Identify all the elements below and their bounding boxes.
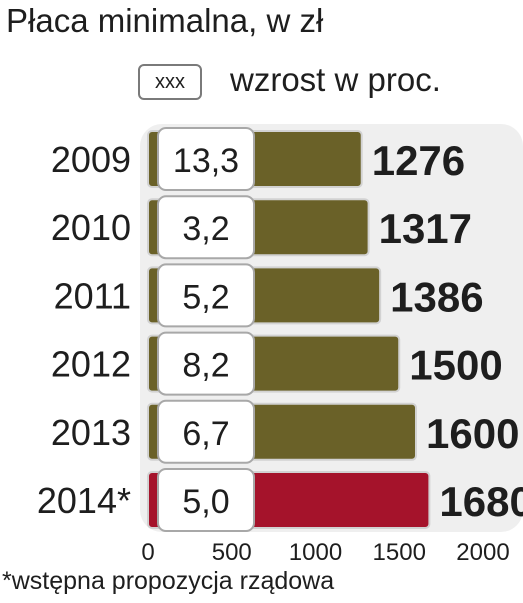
growth-label: 5,0 (182, 483, 229, 521)
value-label: 1317 (379, 205, 472, 252)
x-tick-label: 1500 (373, 539, 426, 566)
footnote: *wstępna propozycja rządowa (2, 567, 335, 595)
growth-label: 8,2 (182, 347, 229, 385)
growth-label: 6,7 (182, 415, 229, 453)
growth-label: 5,2 (182, 278, 229, 316)
x-tick-label: 1000 (289, 539, 342, 566)
value-label: 1500 (409, 342, 502, 389)
growth-box (157, 468, 255, 532)
value-label: 1386 (390, 273, 483, 320)
chart-title: Płaca minimalna, w zł (6, 2, 324, 39)
category-label: 2010 (51, 207, 131, 248)
value-label: 1680 (439, 478, 523, 525)
value-label: 1600 (426, 410, 519, 457)
growth-box (157, 263, 255, 328)
legend-label: wzrost w proc. (230, 61, 441, 98)
growth-box (157, 127, 255, 191)
legend-swatch: xxx (138, 64, 202, 100)
category-label: 2012 (51, 344, 131, 385)
growth-label: 3,2 (182, 210, 229, 248)
growth-box (157, 195, 255, 260)
x-tick-label: 0 (141, 539, 154, 566)
x-tick-label: 2000 (456, 539, 509, 566)
category-label: 2011 (54, 275, 131, 316)
category-label: 2013 (51, 412, 131, 453)
growth-label: 13,3 (173, 142, 239, 180)
value-label: 1276 (372, 137, 465, 184)
category-label: 2009 (51, 139, 131, 180)
growth-box (157, 399, 255, 464)
x-tick-label: 500 (212, 539, 252, 566)
category-label: 2014* (37, 480, 131, 521)
growth-box (157, 331, 255, 396)
